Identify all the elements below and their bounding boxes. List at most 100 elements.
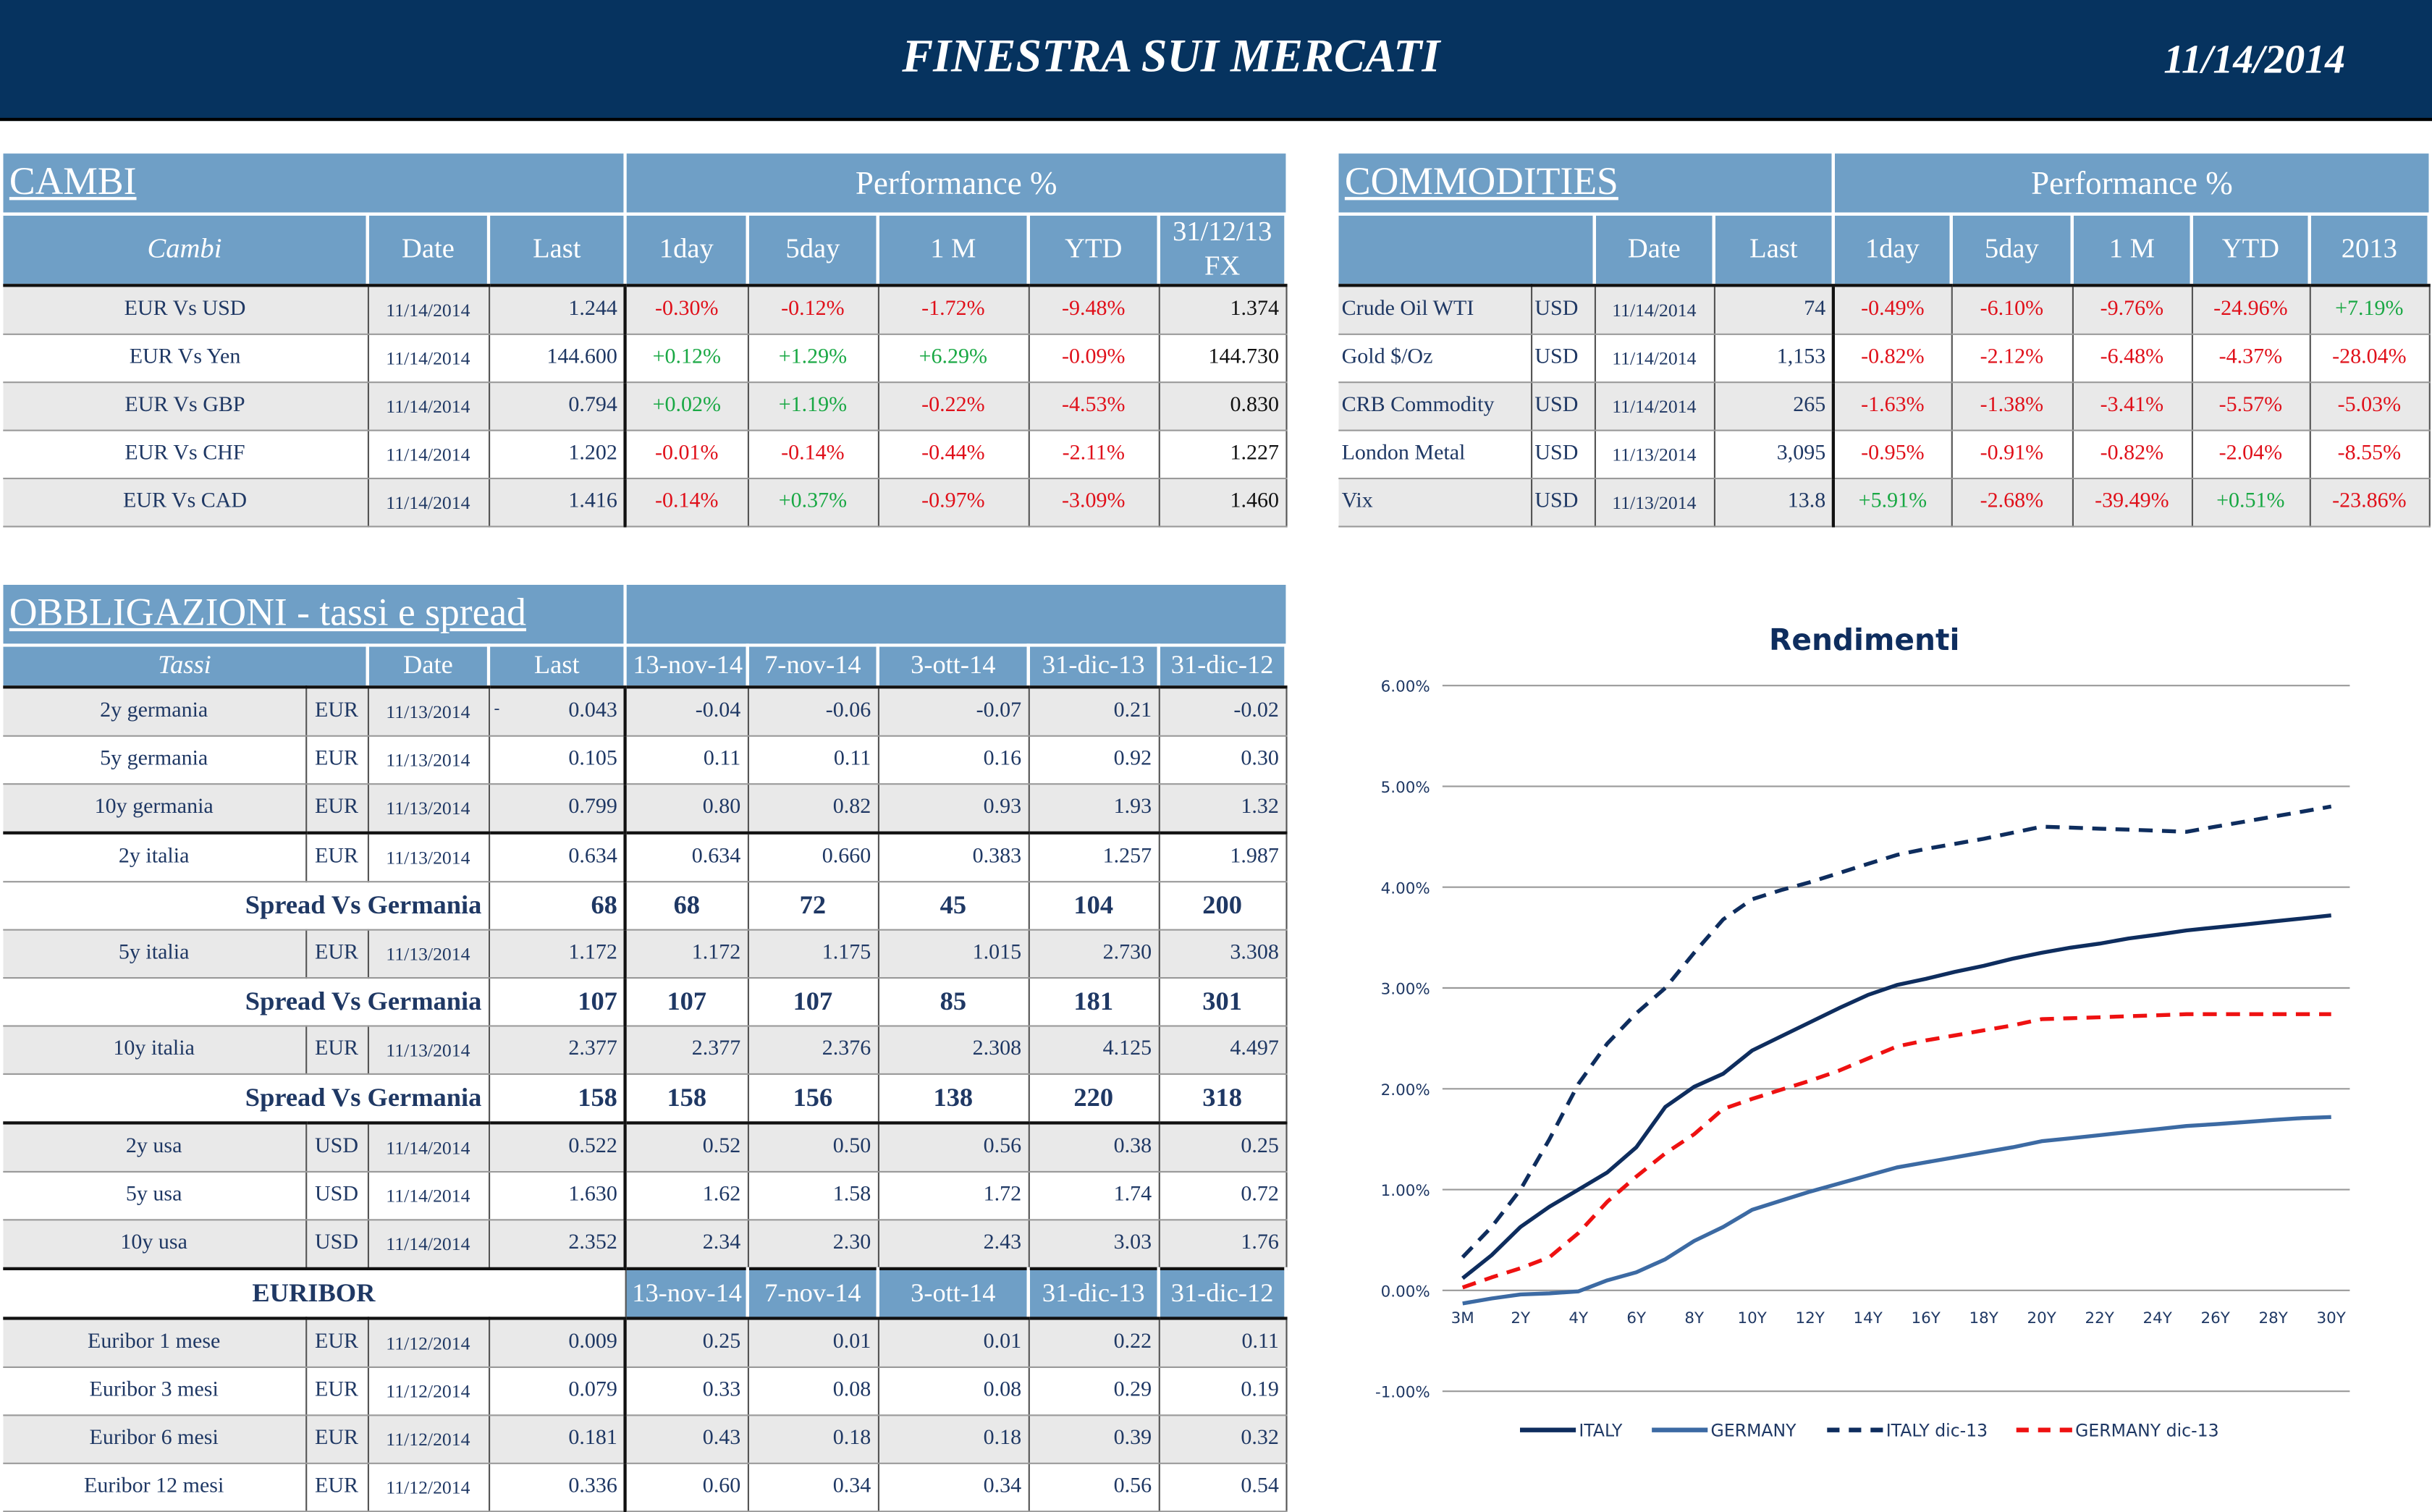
date-cell: 11/14/2014 [367, 478, 490, 528]
y-tick-label: 6.00% [1381, 678, 1430, 696]
y-tick-label: 2.00% [1381, 1081, 1430, 1099]
x-tick-label: 18Y [1969, 1309, 1999, 1327]
table-row: EUR Vs USD 11/14/2014 1.244 -0.30% -0.12% -1.… [3, 285, 1287, 335]
spread-last: 68 [489, 882, 626, 931]
historical-value: 1.72 [877, 1171, 1029, 1221]
column-header: 1day [625, 214, 750, 287]
last-value: 0.105 [489, 735, 626, 785]
historical-value: 0.18 [747, 1415, 879, 1464]
performance-d5: -2.12% [1951, 334, 2073, 384]
date-cell: 11/13/2014 [1594, 478, 1715, 528]
series-line-germany-dic-13 [1461, 1012, 2331, 1290]
y-tick-label: 5.00% [1381, 779, 1430, 797]
historical-value: 2.43 [877, 1220, 1029, 1270]
last-value: 2.377 [489, 1026, 626, 1075]
column-header: Last [489, 645, 627, 689]
historical-value: 0.11 [623, 735, 748, 785]
historical-value: 0.11 [747, 735, 879, 785]
date-cell: 11/14/2014 [1594, 285, 1715, 335]
currency-pair: EUR Vs USD [3, 285, 368, 335]
historical-value: 3.308 [1158, 929, 1287, 979]
series-line-germany [1462, 1115, 2331, 1306]
last-number: 2.377 [568, 1037, 617, 1061]
last-number: 0.799 [568, 795, 617, 819]
column-header: 31-dic-13 [1028, 645, 1160, 689]
performance-d5: +1.19% [747, 382, 879, 431]
historical-value: 1.172 [623, 929, 748, 979]
historical-value: -0.04 [623, 687, 748, 737]
historical-value: 2.730 [1028, 929, 1160, 979]
x-tick-label: 20Y [2027, 1309, 2057, 1327]
currency-cell: EUR [305, 1026, 368, 1075]
date-cell: 11/13/2014 [367, 929, 490, 979]
column-header: YTD [2191, 214, 2311, 287]
bond-name: 5y germania [3, 735, 307, 785]
historical-value: 3.03 [1028, 1220, 1160, 1270]
column-header: 3-ott-14 [877, 645, 1030, 689]
column-headers: Tassi Date Last 13-nov-14 7-nov-14 3-ott-14 31… [3, 645, 1288, 689]
currency-cell: USD [305, 1220, 368, 1270]
column-header: 5day [747, 214, 880, 287]
table-row: 10y usa USD 11/14/2014 2.352 2.34 2.30 2.43 3.0… [3, 1220, 1287, 1270]
historical-value: 0.08 [877, 1367, 1029, 1416]
date-cell: 11/13/2014 [367, 687, 490, 737]
last-value: 0.794 [489, 382, 626, 431]
last-value: 1,153 [1713, 334, 1834, 384]
performance-m1: -9.76% [2072, 285, 2192, 335]
spread-row: Spread Vs Germania 68 68 72 45 104 200 [3, 882, 1287, 931]
spread-value: 220 [1028, 1073, 1160, 1124]
performance-y2013: -5.03% [2309, 382, 2430, 431]
historical-value: -0.06 [747, 687, 879, 737]
table-row: 2y italia EUR 11/13/2014 0.634 0.634 0.660 0.3… [3, 831, 1287, 883]
spread-value: 301 [1158, 978, 1287, 1027]
date-cell: 11/13/2014 [367, 1026, 490, 1075]
x-tick-label: 12Y [1796, 1309, 1825, 1327]
historical-value: 0.39 [1028, 1415, 1160, 1464]
section-header: COMMODITIES Performance % [1338, 153, 2429, 216]
spread-last: 107 [489, 978, 626, 1027]
currency-cell: EUR [305, 831, 368, 883]
column-header: Date [367, 645, 491, 689]
performance-d1: -0.30% [623, 285, 748, 335]
table-row: EUR Vs GBP 11/14/2014 0.794 +0.02% +1.19% -0.… [3, 382, 1287, 431]
header-bar: FINESTRA SUI MERCATI 11/14/2014 [0, 0, 2432, 122]
currency-cell: EUR [305, 1415, 368, 1464]
performance-m1: -3.41% [2072, 382, 2192, 431]
bond-name: 10y germania [3, 784, 307, 834]
historical-value: 0.16 [877, 735, 1029, 785]
performance-d1: -0.01% [623, 430, 748, 480]
last-value: - 0.043 [489, 687, 626, 737]
commodities-table: COMMODITIES Performance % Date Last 1day 5day… [1338, 153, 2431, 528]
table-row: 2y usa USD 11/14/2014 0.522 0.52 0.50 0.56 0.38… [3, 1121, 1287, 1173]
date-cell: 11/14/2014 [367, 1171, 490, 1221]
historical-value: 0.08 [747, 1367, 879, 1416]
historical-value: 0.19 [1158, 1367, 1287, 1416]
series-line-italy-dic-13 [1461, 804, 2332, 1259]
currency-cell: EUR [305, 929, 368, 979]
commodity-name: Gold $/Oz [1338, 334, 1532, 384]
legend-label: ITALY dic-13 [1886, 1420, 1988, 1440]
currency-cell: EUR [305, 1463, 368, 1512]
euribor-name: Euribor 6 mesi [3, 1415, 307, 1464]
column-header [1338, 214, 1597, 287]
historical-value: 0.660 [747, 831, 879, 883]
performance-y2013: -8.55% [2309, 430, 2430, 480]
bond-name: 5y italia [3, 929, 307, 979]
report-date: 11/14/2014 [2163, 37, 2345, 83]
spread-label: Spread Vs Germania [3, 978, 490, 1027]
last-number: 1.172 [568, 941, 617, 965]
performance-m1: -0.97% [877, 478, 1029, 528]
spread-value: 107 [623, 978, 748, 1027]
spread-value: 158 [623, 1073, 748, 1124]
date-cell: 11/14/2014 [1594, 334, 1715, 384]
x-tick-label: 30Y [2317, 1309, 2347, 1327]
fx-value: 144.730 [1158, 334, 1287, 384]
x-tick-label: 14Y [1854, 1309, 1883, 1327]
performance-y2013: +7.19% [2309, 285, 2430, 335]
bond-name: 2y italia [3, 831, 307, 883]
performance-d5: -0.14% [747, 430, 879, 480]
euribor-title: EURIBOR [3, 1267, 626, 1320]
column-header: 13-nov-14 [625, 1267, 750, 1320]
currency-cell: USD [1531, 334, 1595, 384]
historical-value: 4.125 [1028, 1026, 1160, 1075]
